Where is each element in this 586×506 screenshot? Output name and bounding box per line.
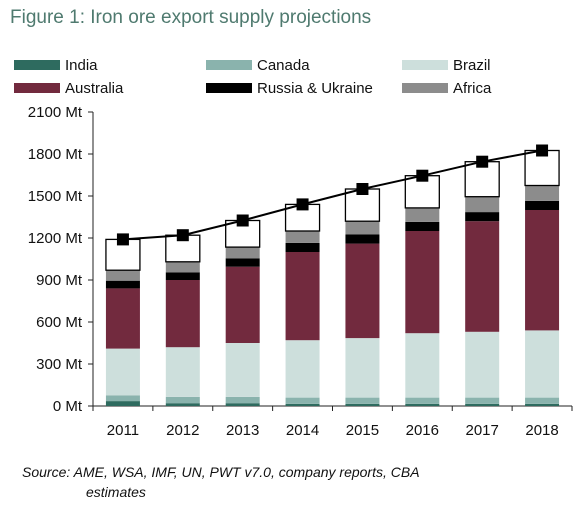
bar-segment-russia-ukraine	[345, 234, 380, 244]
legend-label: Canada	[257, 57, 310, 74]
x-tick-label: 2017	[466, 422, 499, 439]
source-line-2: estimates	[86, 484, 146, 500]
bar-segment-africa	[465, 196, 500, 213]
legend-swatch	[402, 60, 448, 70]
chart-title: Figure 1: Iron ore export supply project…	[10, 7, 372, 28]
x-tick-label: 2011	[107, 422, 139, 439]
y-tick-label: 1800 Mt	[28, 146, 83, 163]
x-axis: 2011 2012 2013 2014 2015 2016 2017 2018	[92, 405, 573, 439]
bar-segment-russia-ukraine	[105, 280, 140, 289]
x-tick-label: 2016	[406, 422, 439, 439]
source-note: Source: AME, WSA, IMF, UN, PWT v7.0, com…	[22, 462, 542, 502]
total-marker	[356, 183, 369, 195]
y-tick-label: 900 Mt	[36, 272, 83, 289]
bar-segment-canada	[465, 397, 500, 404]
bar-segment-australia	[405, 231, 440, 334]
bar-segment-canada	[405, 397, 440, 404]
bar-segment-russia-ukraine	[405, 221, 440, 231]
bar-segment-russia-ukraine	[225, 258, 260, 267]
y-axis: 0 Mt 300 Mt 600 Mt 900 Mt 1200 Mt 1500 Mt 1800…	[28, 104, 94, 415]
bar-segment-australia	[165, 280, 200, 348]
total-marker	[236, 214, 249, 227]
total-marker	[296, 198, 309, 211]
bar-segment-russia-ukraine	[285, 242, 320, 252]
total-marker	[536, 144, 549, 157]
bar-segment-africa	[285, 231, 320, 243]
total-line	[116, 144, 549, 246]
bar-segment-africa	[225, 247, 260, 259]
x-tick-label: 2018	[525, 422, 558, 439]
legend: India Canada Brazil Australia Russia & Ukrai…	[14, 57, 492, 97]
bar-segment-africa	[105, 270, 140, 281]
legend-label: India	[65, 57, 98, 74]
bar-segment-canada	[105, 395, 140, 402]
bar-segment-africa	[345, 221, 380, 235]
total-marker	[476, 155, 489, 168]
y-tick-label: 600 Mt	[36, 314, 83, 331]
bar-segment-canada	[165, 396, 200, 404]
bar-segment-brazil	[345, 338, 380, 398]
bar-segment-brazil	[225, 343, 260, 397]
total-line-path	[122, 149, 543, 241]
bar-segment-india	[405, 403, 440, 406]
bar-segment-brazil	[165, 347, 200, 397]
legend-label: Brazil	[453, 57, 491, 74]
x-tick-label: 2012	[166, 422, 199, 439]
bar-segment-canada	[525, 397, 560, 404]
legend-swatch	[14, 60, 60, 70]
x-tick-label: 2014	[286, 422, 319, 439]
bar-segment-africa	[405, 207, 440, 222]
y-tick-label: 2100 Mt	[28, 104, 83, 121]
bar-segment-australia	[105, 288, 140, 349]
y-tick-label: 1500 Mt	[28, 188, 83, 205]
legend-swatch	[14, 83, 60, 93]
bar-segment-russia-ukraine	[525, 200, 560, 210]
legend-label: Africa	[453, 80, 492, 97]
total-marker	[176, 229, 189, 242]
bar-segment-india	[165, 403, 200, 406]
legend-swatch	[206, 60, 252, 70]
bar-segment-brazil	[405, 333, 440, 398]
legend-label: Australia	[65, 80, 124, 97]
bar-segment-india	[285, 403, 320, 406]
total-marker	[116, 233, 129, 246]
bar-segment-canada	[285, 397, 320, 404]
bar-segment-russia-ukraine	[165, 272, 200, 280]
bar-segment-brazil	[525, 330, 560, 398]
total-marker	[416, 169, 429, 182]
bar-segment-india	[225, 403, 260, 406]
bar-segment-australia	[225, 266, 260, 343]
bar-segment-india	[345, 403, 380, 406]
legend-swatch	[206, 83, 252, 93]
y-tick-label: 300 Mt	[36, 356, 83, 373]
x-tick-label: 2013	[226, 422, 259, 439]
y-tick-label: 1200 Mt	[28, 230, 83, 247]
bar-segment-india	[525, 403, 560, 406]
y-tick-label: 0 Mt	[53, 398, 83, 415]
bar-segment-india	[105, 401, 140, 406]
bar-segment-india	[465, 403, 500, 406]
bar-stacks	[105, 149, 560, 406]
legend-swatch	[402, 83, 448, 93]
bar-segment-australia	[525, 210, 560, 331]
bar-segment-russia-ukraine	[465, 212, 500, 222]
bar-segment-brazil	[285, 340, 320, 398]
bar-segment-australia	[345, 243, 380, 339]
bar-segment-canada	[345, 397, 380, 404]
bar-segment-brazil	[105, 348, 140, 396]
legend-label: Russia & Ukraine	[257, 80, 373, 97]
bar-segment-australia	[285, 252, 320, 341]
bar-segment-brazil	[465, 331, 500, 398]
bar-segment-australia	[465, 221, 500, 332]
bar-segment-africa	[525, 185, 560, 201]
x-tick-label: 2015	[346, 422, 379, 439]
bar-segment-africa	[165, 261, 200, 273]
bar-segment-canada	[225, 396, 260, 404]
source-line-1: Source: AME, WSA, IMF, UN, PWT v7.0, com…	[22, 464, 420, 480]
